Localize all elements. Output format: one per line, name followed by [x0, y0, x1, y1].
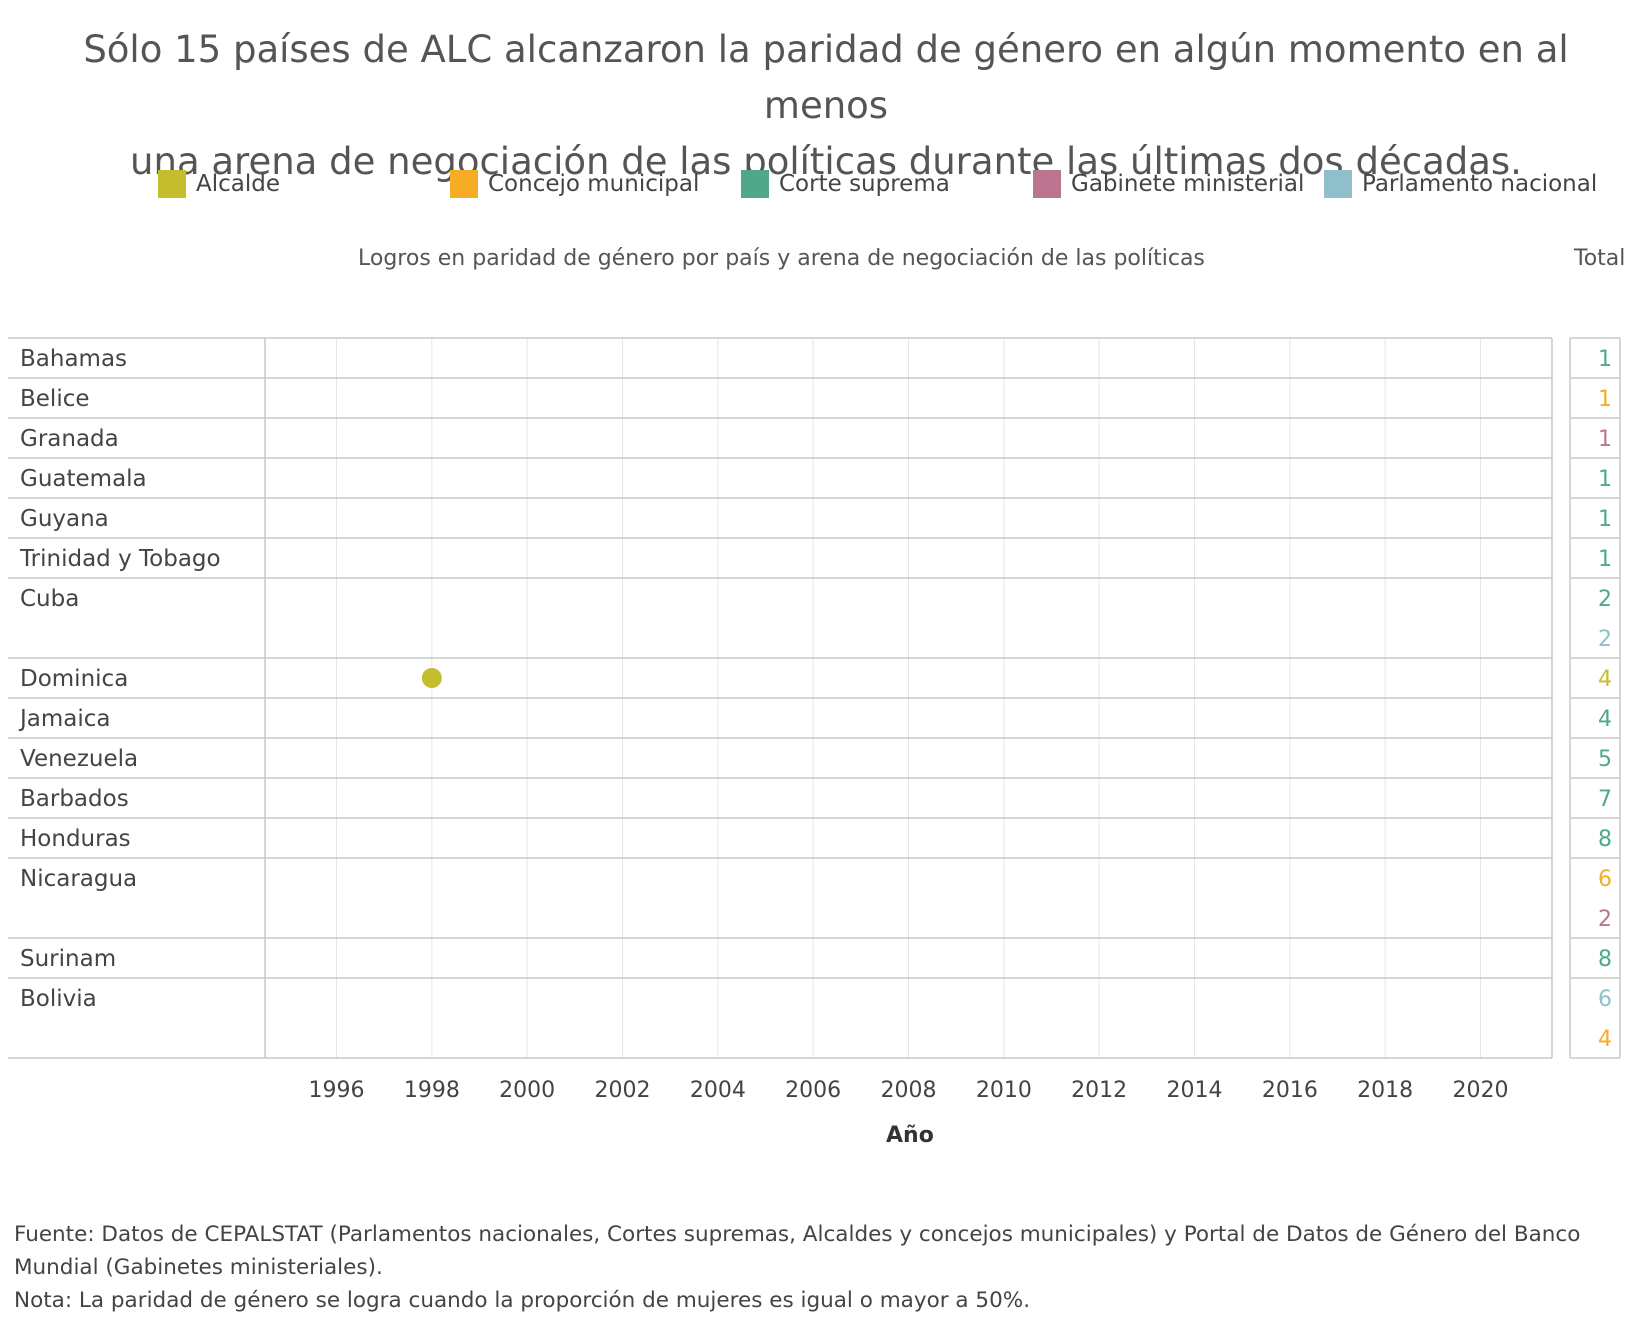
total-value-cuba-0: 2	[1598, 587, 1612, 612]
legend-label-gabinete-ministerial: Gabinete ministerial	[1071, 171, 1305, 197]
x-axis-label: Año	[886, 1123, 934, 1148]
legend-swatch-alcalde	[158, 170, 186, 198]
row-label-bahamas: Bahamas	[20, 346, 127, 372]
x-tick-label-2010: 2010	[976, 1078, 1032, 1100]
row-label-bolivia: Bolivia	[20, 986, 97, 1012]
chart-title: Sólo 15 países de ALC alcanzaron la pari…	[20, 22, 1632, 190]
row-label-nicaragua: Nicaragua	[20, 866, 137, 892]
row-label-jamaica: Jamaica	[18, 706, 111, 732]
x-tick-label-2014: 2014	[1167, 1078, 1223, 1100]
x-tick-label-2018: 2018	[1357, 1078, 1413, 1100]
total-value-bahamas-0: 1	[1598, 347, 1612, 372]
legend-label-corte-suprema: Corte suprema	[779, 171, 950, 197]
x-tick-label-1998: 1998	[404, 1078, 460, 1100]
data-point-dominica-1998	[421, 668, 442, 688]
total-value-granada-0: 1	[1598, 427, 1612, 452]
total-value-nicaragua-1: 2	[1598, 907, 1612, 932]
legend-label-parlamento-nacional: Parlamento nacional	[1362, 171, 1598, 197]
total-value-bolivia-0: 6	[1598, 987, 1612, 1012]
chart-canvas: Bahamas 1 Belice 1 Granada 1 Guatemala 1 Guyana 1…	[8, 337, 1621, 1100]
legend-label-alcalde: Alcalde	[196, 171, 281, 197]
x-tick-label-1996: 1996	[309, 1078, 365, 1100]
row-label-trinidad-y-tobago: Trinidad y Tobago	[19, 546, 221, 572]
x-tick-label-2016: 2016	[1262, 1078, 1318, 1100]
x-tick-label-2000: 2000	[499, 1078, 555, 1100]
footnote-source: Fuente: Datos de CEPALSTAT (Parlamentos …	[14, 1222, 1581, 1280]
footnote: Fuente: Datos de CEPALSTAT (Parlamentos …	[14, 1218, 1644, 1317]
x-tick-label-2006: 2006	[785, 1078, 841, 1100]
legend-item-gabinete-ministerial[interactable]: Gabinete ministerial	[1033, 170, 1304, 198]
total-value-cuba-1: 2	[1598, 627, 1612, 652]
row-label-guatemala: Guatemala	[20, 466, 147, 492]
legend: Alcalde Concejo municipal Corte suprema …	[0, 170, 1652, 206]
legend-swatch-concejo-municipal	[450, 170, 478, 198]
total-column-header: Total	[1574, 246, 1626, 271]
total-value-venezuela-0: 5	[1598, 747, 1612, 772]
legend-swatch-parlamento-nacional	[1324, 170, 1352, 198]
legend-swatch-corte-suprema	[741, 170, 769, 198]
x-tick-label-2002: 2002	[595, 1078, 651, 1100]
chart-title-line-1: Sólo 15 países de ALC alcanzaron la pari…	[83, 28, 1569, 127]
total-value-bolivia-1: 4	[1598, 1027, 1612, 1052]
row-label-guyana: Guyana	[20, 506, 109, 532]
row-label-barbados: Barbados	[20, 786, 129, 812]
legend-label-concejo-municipal: Concejo municipal	[488, 171, 700, 197]
row-label-belice: Belice	[20, 386, 90, 412]
x-tick-label-2004: 2004	[690, 1078, 746, 1100]
total-value-dominica-0: 4	[1598, 667, 1612, 692]
x-tick-label-2020: 2020	[1453, 1078, 1509, 1100]
row-label-granada: Granada	[20, 426, 119, 452]
row-label-honduras: Honduras	[20, 826, 131, 852]
total-value-nicaragua-0: 6	[1598, 867, 1612, 892]
x-tick-label-2008: 2008	[881, 1078, 937, 1100]
total-value-guatemala-0: 1	[1598, 467, 1612, 492]
row-label-cuba: Cuba	[20, 586, 79, 612]
total-value-belice-0: 1	[1598, 387, 1612, 412]
legend-swatch-gabinete-ministerial	[1033, 170, 1061, 198]
chart-subtitle: Logros en paridad de género por país y a…	[358, 246, 1205, 271]
total-value-barbados-0: 7	[1598, 787, 1612, 812]
legend-item-alcalde[interactable]: Alcalde	[158, 170, 280, 198]
chart-title-line-2: una arena de negociación de las política…	[130, 140, 1522, 183]
row-label-surinam: Surinam	[20, 946, 116, 972]
total-value-jamaica-0: 4	[1598, 707, 1612, 732]
total-value-honduras-0: 8	[1598, 827, 1612, 852]
legend-item-parlamento-nacional[interactable]: Parlamento nacional	[1324, 170, 1597, 198]
x-tick-label-2012: 2012	[1071, 1078, 1127, 1100]
total-value-guyana-0: 1	[1598, 507, 1612, 532]
total-value-trinidad-y-tobago-0: 1	[1598, 547, 1612, 572]
row-label-dominica: Dominica	[20, 666, 128, 692]
total-value-surinam-0: 8	[1598, 947, 1612, 972]
legend-item-concejo-municipal[interactable]: Concejo municipal	[450, 170, 699, 198]
legend-item-corte-suprema[interactable]: Corte suprema	[741, 170, 950, 198]
row-label-venezuela: Venezuela	[20, 746, 138, 772]
footnote-note: Nota: La paridad de género se logra cuan…	[14, 1288, 1031, 1313]
